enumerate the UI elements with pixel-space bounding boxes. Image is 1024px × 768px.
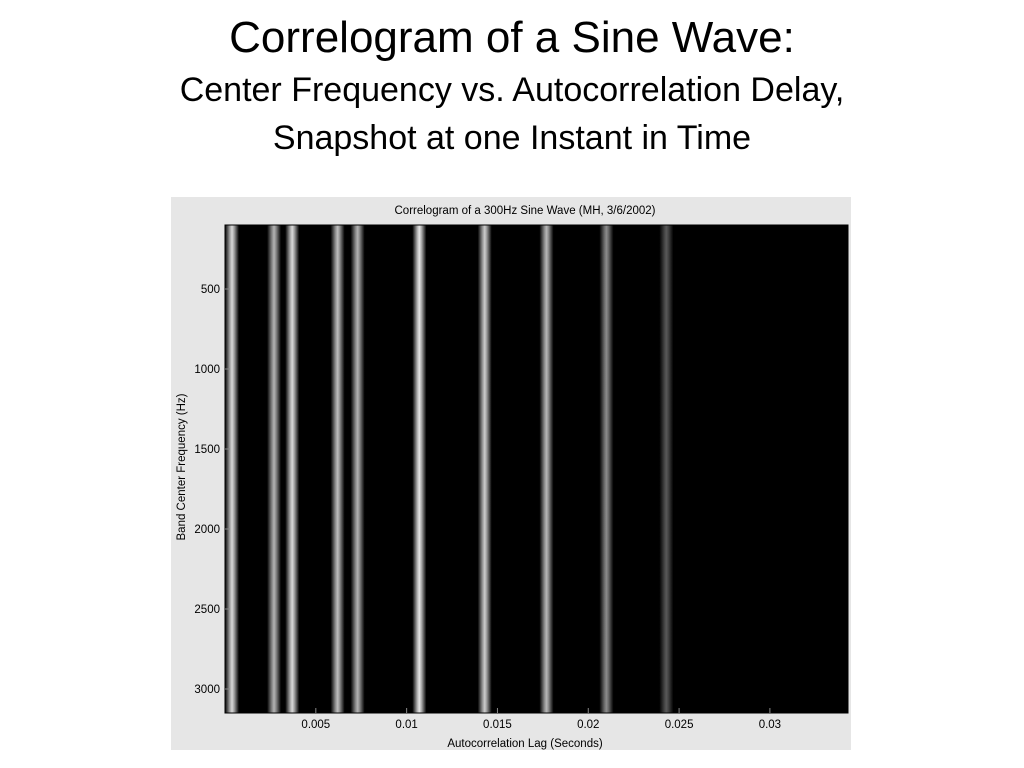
correlation-band (285, 225, 300, 713)
plot-frame (224, 224, 849, 714)
y-axis-label: Band Center Frequency (Hz) (176, 393, 188, 540)
chart-title: Correlogram of a 300Hz Sine Wave (MH, 3/… (395, 205, 656, 217)
x-tick-label: 0.015 (483, 719, 512, 731)
x-axis-label: Autocorrelation Lag (Seconds) (447, 738, 603, 750)
x-tick-label: 0.005 (301, 719, 330, 731)
correlation-band (267, 225, 282, 713)
y-tick-label: 2500 (194, 604, 220, 616)
x-tick-label: 0.025 (665, 719, 694, 731)
correlogram-figure: Correlogram of a 300Hz Sine Wave (MH, 3/… (171, 197, 851, 750)
axes: 0.005 0.01 0.015 0.02 0.025 0.03 500 1000 1500 20… (194, 224, 849, 731)
correlation-band (539, 225, 554, 713)
correlation-band (659, 225, 674, 713)
x-tick-label: 0.03 (759, 719, 781, 731)
y-tick-label: 1000 (194, 364, 220, 376)
x-tick-label: 0.01 (395, 719, 417, 731)
y-tick-label: 3000 (194, 684, 220, 696)
slide-subtitle-line1: Center Frequency vs. Autocorrelation Del… (179, 71, 845, 109)
correlation-band (477, 225, 492, 713)
y-tick-label: 500 (201, 284, 220, 296)
bands-layer (225, 225, 674, 713)
correlation-band (225, 225, 239, 713)
y-tick-label: 1500 (194, 444, 220, 456)
correlation-band (412, 225, 427, 713)
slide-subtitle-line2: Snapshot at one Instant in Time (272, 119, 752, 157)
slide-title: Correlogram of a Sine Wave: Center Frequ… (0, 10, 1024, 162)
slide-title-main: Correlogram of a Sine Wave: (229, 13, 795, 62)
correlation-band (599, 225, 614, 713)
y-tick-label: 2000 (194, 524, 220, 536)
plot-area (225, 225, 848, 713)
correlation-band (350, 225, 365, 713)
correlation-band (330, 225, 345, 713)
correlogram-chart: Correlogram of a 300Hz Sine Wave (MH, 3/… (176, 205, 849, 750)
x-tick-label: 0.02 (577, 719, 599, 731)
